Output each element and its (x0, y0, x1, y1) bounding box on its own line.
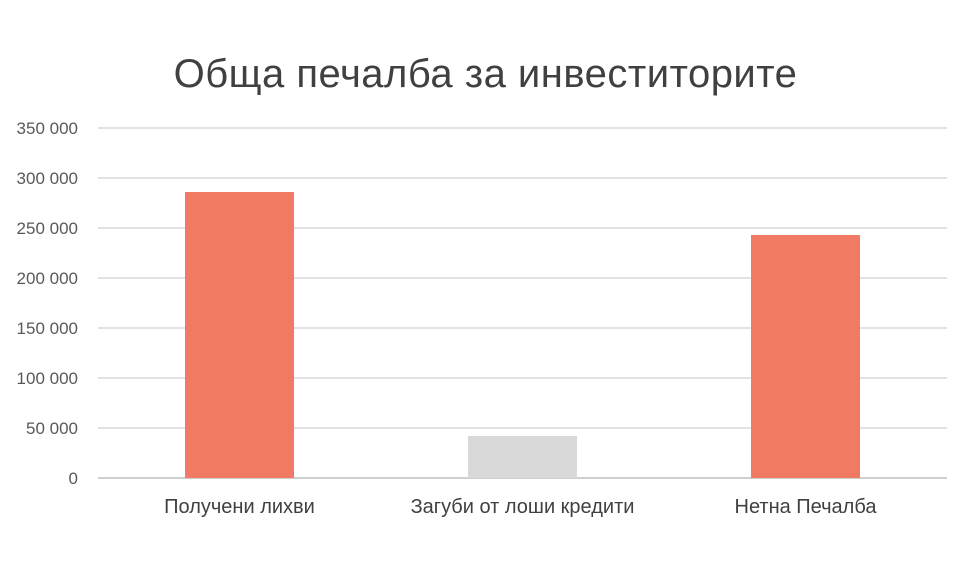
y-tick-label: 0 (69, 469, 78, 488)
category-label: Нетна Печалба (735, 496, 878, 518)
y-tick-label: 50 000 (26, 419, 78, 438)
y-tick-label: 250 000 (17, 219, 78, 238)
bar (185, 192, 294, 478)
bar (751, 235, 860, 478)
y-tick-label: 350 000 (17, 119, 78, 138)
y-tick-label: 100 000 (17, 369, 78, 388)
y-tick-label: 200 000 (17, 269, 78, 288)
bar (468, 436, 577, 478)
category-label: Загуби от лоши кредити (411, 496, 635, 518)
y-tick-label: 300 000 (17, 169, 78, 188)
category-label: Получени лихви (164, 496, 315, 518)
chart-title: Обща печалба за инвеститорите (173, 52, 798, 96)
y-tick-label: 150 000 (17, 319, 78, 338)
